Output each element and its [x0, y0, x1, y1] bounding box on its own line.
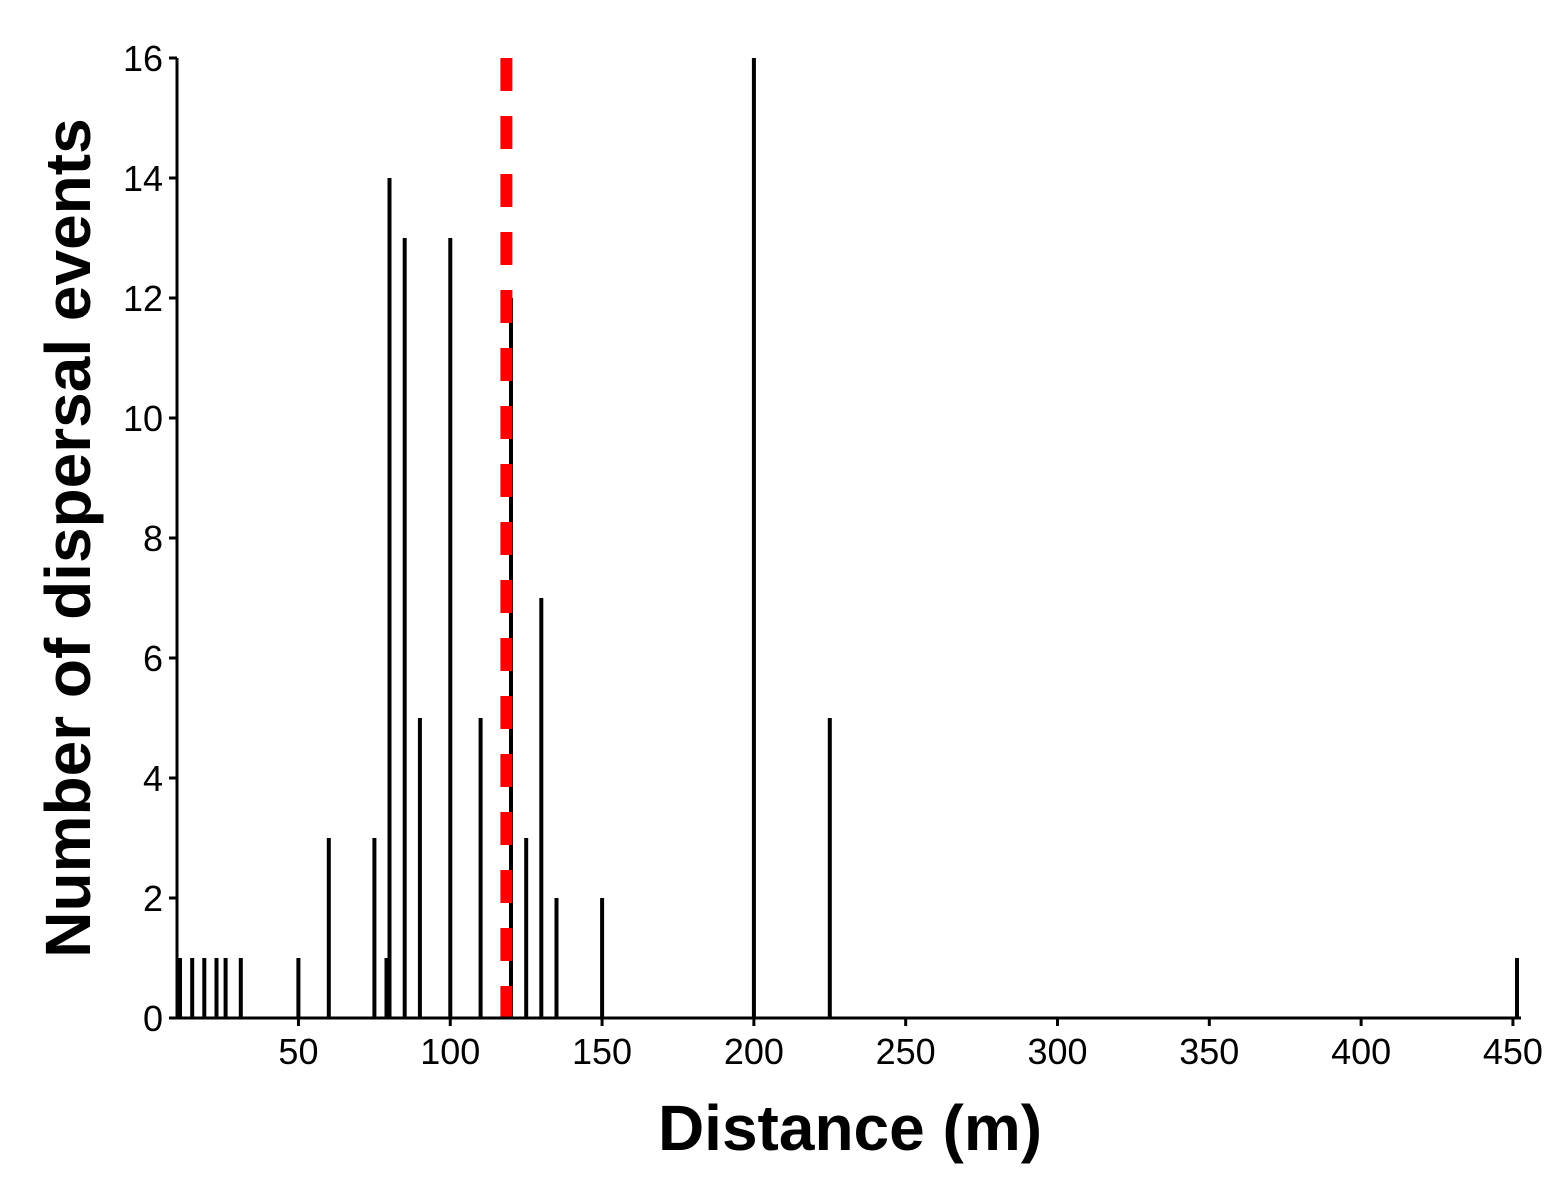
- y-axis-title: Number of dispersal events: [32, 118, 104, 957]
- y-tick-label-12: 12: [123, 278, 163, 319]
- histogram-bar-135: [554, 898, 559, 1018]
- histogram-bar-15: [190, 958, 195, 1018]
- x-tick-label-250: 250: [876, 1031, 936, 1072]
- histogram-bar-225: [827, 718, 832, 1018]
- ticks-layer: 0 2 4 6 8 10 12 14 16 50 100 150 200 250 300 350 400 450: [123, 38, 1543, 1072]
- histogram-bar-125: [524, 838, 529, 1018]
- bars-layer: [178, 58, 1519, 1018]
- histogram-bar-23: [214, 958, 219, 1018]
- axes-layer: [175, 58, 1521, 1020]
- histogram-bar-19: [202, 958, 207, 1018]
- y-tick-label-8: 8: [143, 518, 163, 559]
- histogram-bar-11: [178, 958, 182, 1018]
- y-tick-label-16: 16: [123, 38, 163, 79]
- histogram-bar-150: [600, 898, 605, 1018]
- x-tick-label-50: 50: [278, 1031, 318, 1072]
- histogram-bar-100: [448, 238, 453, 1018]
- y-tick-label-2: 2: [143, 878, 163, 919]
- histogram-bar-31: [238, 958, 243, 1018]
- histogram-bar-75: [372, 838, 377, 1018]
- histogram-bar-85: [402, 238, 407, 1018]
- histogram-bar-200: [751, 58, 756, 1018]
- histogram-bar-80: [387, 178, 392, 1018]
- y-tick-label-4: 4: [143, 758, 163, 799]
- histogram-bar-60: [326, 838, 331, 1018]
- y-tick-label-10: 10: [123, 398, 163, 439]
- histogram-bar-26: [223, 958, 228, 1018]
- y-tick-label-14: 14: [123, 158, 163, 199]
- histogram-bar-452: [1515, 958, 1519, 1018]
- y-tick-label-6: 6: [143, 638, 163, 679]
- x-axis-title: Distance (m): [658, 1092, 1042, 1164]
- histogram-bar-90: [417, 718, 422, 1018]
- histogram-bar-110: [478, 718, 483, 1018]
- histogram-bar-79: [384, 958, 389, 1018]
- x-tick-label-400: 400: [1331, 1031, 1391, 1072]
- x-tick-label-350: 350: [1179, 1031, 1239, 1072]
- x-tick-label-100: 100: [420, 1031, 480, 1072]
- histogram-bar-50: [296, 958, 301, 1018]
- y-tick-label-0: 0: [143, 998, 163, 1039]
- x-tick-label-300: 300: [1027, 1031, 1087, 1072]
- x-tick-label-150: 150: [572, 1031, 632, 1072]
- x-tick-label-450: 450: [1483, 1031, 1543, 1072]
- histogram-bar-130: [539, 598, 544, 1018]
- x-tick-label-200: 200: [724, 1031, 784, 1072]
